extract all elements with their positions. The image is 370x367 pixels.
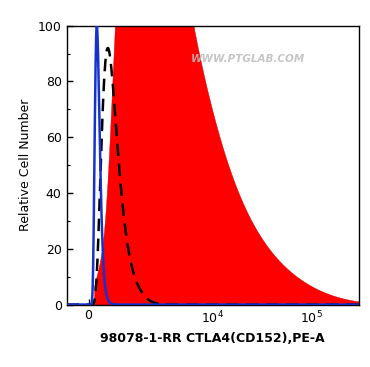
X-axis label: 98078-1-RR CTLA4(CD152),PE-A: 98078-1-RR CTLA4(CD152),PE-A bbox=[100, 332, 325, 345]
Y-axis label: Relative Cell Number: Relative Cell Number bbox=[19, 99, 32, 231]
Text: WWW.PTGLAB.COM: WWW.PTGLAB.COM bbox=[191, 54, 305, 64]
